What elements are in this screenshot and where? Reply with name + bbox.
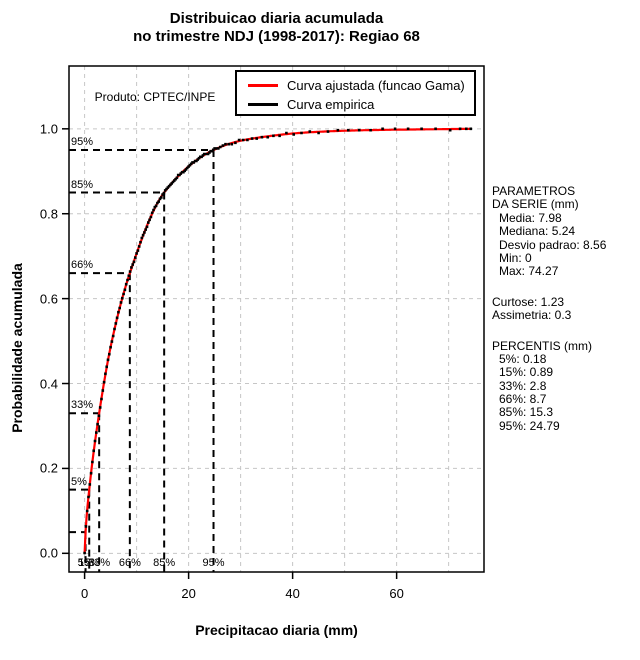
percentile-left-label: 85% xyxy=(71,178,94,191)
stats-line: Max: 74.27 xyxy=(499,264,559,279)
stats-line: Assimetria: 0.3 xyxy=(492,308,572,323)
y-tick-label: 0.6 xyxy=(39,291,58,307)
fitted-curve-line-icon xyxy=(248,83,278,87)
stats-line: 15%: 0.89 xyxy=(499,365,554,380)
x-tick-label: 40 xyxy=(285,586,300,601)
plot-border xyxy=(68,65,485,573)
legend-row-fitted: Curva ajustada (funcao Gama) xyxy=(237,76,474,94)
stats-line: Media: 7.98 xyxy=(499,210,562,225)
stats-line: Desvio padrao: 8.56 xyxy=(499,237,607,252)
y-tick-label: 0.4 xyxy=(39,376,58,392)
stats-line: 66%: 8.7 xyxy=(499,392,547,407)
percentile-bottom-label: 95% xyxy=(202,557,225,569)
chart-title-line-2: no trimestre NDJ (1998-2017): Regiao 68 xyxy=(133,28,420,45)
x-tick-label: 0 xyxy=(80,586,89,601)
legend-row-empirical: Curva empirica xyxy=(237,95,474,113)
percentile-left-label: 5% xyxy=(71,475,87,488)
x-tick-label: 20 xyxy=(181,586,196,601)
product-annotation: Produto: CPTEC/INPE xyxy=(94,90,216,104)
y-tick-label: 0.0 xyxy=(39,545,58,561)
y-tick-label: 1.0 xyxy=(39,121,58,137)
stats-line: PERCENTIS (mm) xyxy=(492,338,592,353)
legend-label-empirical: Curva empirica xyxy=(287,96,375,112)
stats-line: Mediana: 5.24 xyxy=(499,224,576,239)
x-tick-label: 60 xyxy=(389,586,404,601)
percentile-bottom-label: 66% xyxy=(118,557,141,569)
stats-spacer xyxy=(492,279,606,296)
chart-title-line-1: Distribuicao diaria acumulada xyxy=(169,10,384,27)
stats-line: 85%: 15.3 xyxy=(499,405,554,420)
empirical-curve-line-icon xyxy=(248,102,278,106)
stats-line: PARAMETROS xyxy=(492,184,576,198)
y-axis-label: Probabilidade acumulada xyxy=(9,263,25,433)
x-axis-label: Precipitacao diaria (mm) xyxy=(195,622,358,638)
stats-spacer xyxy=(492,323,606,340)
stats-line: 33%: 2.8 xyxy=(499,378,547,393)
stats-line: Min: 0 xyxy=(499,250,532,265)
percentile-bottom-label: 5% xyxy=(77,557,94,569)
percentile-left-label: 33% xyxy=(71,399,94,412)
percentile-bottom-label: 33% xyxy=(88,557,111,569)
y-tick-label: 0.2 xyxy=(39,460,58,476)
y-tick-label: 0.8 xyxy=(39,206,58,222)
legend: Curva ajustada (funcao Gama) Curva empir… xyxy=(235,70,476,116)
percentile-left-label: 66% xyxy=(71,259,94,272)
statistics-panel: PARAMETROS DA SERIE (mm) Media: 7.98 Median… xyxy=(492,184,607,433)
stats-line: Curtose: 1.23 xyxy=(492,294,565,309)
stats-line: 5%: 0.18 xyxy=(499,351,547,366)
legend-label-fitted: Curva ajustada (funcao Gama) xyxy=(287,77,465,93)
percentile-bottom-label: 15% xyxy=(78,557,101,569)
stats-line: DA SERIE (mm) xyxy=(492,197,579,212)
percentile-bottom-label: 85% xyxy=(153,557,176,569)
empirical-curve xyxy=(83,127,473,555)
percentile-left-label: 95% xyxy=(71,136,94,149)
stats-line: 95%: 24.79 xyxy=(499,418,560,433)
